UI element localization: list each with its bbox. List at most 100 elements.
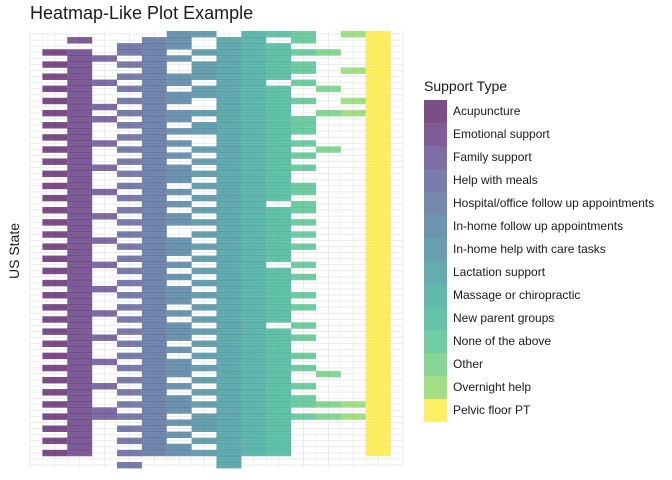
heatmap-cell bbox=[216, 267, 242, 275]
heatmap-cell bbox=[266, 176, 292, 184]
heatmap-cell bbox=[365, 364, 391, 372]
heatmap-cell bbox=[117, 364, 142, 372]
legend-label: Acupuncture bbox=[453, 104, 521, 118]
heatmap-cell bbox=[141, 358, 167, 366]
heatmap-cell bbox=[266, 164, 292, 171]
heatmap-cell bbox=[365, 267, 391, 275]
heatmap-cell bbox=[216, 401, 242, 408]
heatmap-cell bbox=[266, 73, 292, 80]
heatmap-cell bbox=[67, 73, 93, 80]
heatmap-cell bbox=[67, 122, 93, 129]
heatmap-cell bbox=[141, 213, 167, 220]
heatmap-cell bbox=[266, 413, 292, 420]
heatmap-cell bbox=[42, 340, 68, 348]
heatmap-cell bbox=[42, 243, 68, 250]
heatmap-cell bbox=[266, 449, 292, 457]
heatmap-cell bbox=[365, 207, 391, 214]
heatmap-cell bbox=[241, 31, 267, 38]
heatmap-cell bbox=[241, 188, 267, 196]
heatmap-cell bbox=[141, 279, 167, 287]
heatmap-cell bbox=[266, 419, 292, 426]
heatmap-cell bbox=[67, 67, 93, 74]
heatmap-cell bbox=[291, 164, 316, 171]
heatmap-cell bbox=[216, 340, 242, 348]
heatmap-cell bbox=[117, 231, 142, 238]
heatmap-cell bbox=[291, 49, 316, 56]
heatmap-cell bbox=[42, 207, 68, 214]
heatmap-cell bbox=[141, 122, 167, 129]
heatmap-cell bbox=[191, 182, 217, 190]
heatmap-cell bbox=[216, 170, 242, 178]
heatmap-cell bbox=[191, 61, 217, 68]
heatmap-cell bbox=[67, 158, 93, 165]
heatmap-cell bbox=[216, 298, 242, 305]
heatmap-cell bbox=[42, 449, 68, 457]
heatmap-cell bbox=[216, 431, 242, 439]
heatmap-cell bbox=[266, 61, 292, 68]
heatmap-cell bbox=[191, 364, 217, 372]
heatmap-cell bbox=[67, 431, 93, 439]
heatmap-cell bbox=[166, 395, 192, 402]
heatmap-cell bbox=[67, 358, 93, 366]
heatmap-cell bbox=[67, 176, 93, 184]
heatmap-cell bbox=[67, 310, 93, 317]
heatmap-cell bbox=[191, 291, 217, 299]
heatmap-cell bbox=[67, 322, 93, 329]
legend-title: Support Type bbox=[424, 78, 508, 94]
heatmap-cell bbox=[365, 164, 391, 171]
heatmap-cell bbox=[365, 49, 391, 56]
heatmap-cell bbox=[266, 219, 292, 226]
heatmap-cell bbox=[216, 291, 242, 299]
heatmap-cell bbox=[266, 31, 292, 38]
heatmap-cell bbox=[141, 322, 167, 329]
heatmap-cell bbox=[92, 383, 118, 390]
heatmap-cell bbox=[291, 352, 316, 360]
heatmap-cell bbox=[315, 146, 341, 153]
heatmap-cell bbox=[266, 431, 292, 439]
heatmap-cell bbox=[216, 310, 242, 317]
heatmap-cell bbox=[141, 200, 167, 208]
heatmap-cell bbox=[92, 79, 118, 87]
heatmap-cell bbox=[42, 122, 68, 129]
heatmap-cell bbox=[241, 340, 267, 348]
heatmap-cell bbox=[216, 43, 242, 50]
heatmap-cell bbox=[141, 340, 167, 348]
heatmap-cell bbox=[166, 407, 192, 414]
heatmap-cell bbox=[340, 67, 366, 74]
heatmap-cell bbox=[365, 188, 391, 196]
heatmap-cell bbox=[117, 279, 142, 287]
heatmap-cell bbox=[216, 79, 242, 87]
heatmap-cell bbox=[315, 109, 341, 117]
heatmap-cell bbox=[365, 383, 391, 390]
heatmap-cell bbox=[216, 455, 242, 463]
heatmap-cell bbox=[67, 328, 93, 335]
legend-key bbox=[424, 376, 447, 399]
heatmap-cell bbox=[166, 164, 192, 171]
legend-key bbox=[424, 215, 447, 238]
heatmap-cell bbox=[241, 449, 267, 457]
heatmap-cell bbox=[67, 152, 93, 159]
heatmap-cell bbox=[92, 140, 118, 147]
heatmap-cell bbox=[117, 376, 142, 384]
heatmap-cell bbox=[291, 207, 316, 214]
heatmap-cell bbox=[141, 316, 167, 323]
heatmap-cell bbox=[141, 43, 167, 50]
heatmap-cell bbox=[141, 79, 167, 87]
heatmap-cell bbox=[42, 328, 68, 335]
heatmap-cell bbox=[166, 140, 192, 147]
heatmap-cell bbox=[365, 67, 391, 74]
heatmap-cell bbox=[117, 182, 142, 190]
heatmap-cell bbox=[216, 61, 242, 68]
heatmap-cell bbox=[166, 328, 192, 335]
heatmap-cell bbox=[67, 79, 93, 87]
heatmap-cell bbox=[141, 304, 167, 311]
heatmap-cell bbox=[216, 194, 242, 202]
heatmap-cell bbox=[241, 334, 267, 341]
heatmap-cell bbox=[216, 364, 242, 372]
heatmap-cell bbox=[216, 449, 242, 457]
heatmap-cell bbox=[141, 128, 167, 135]
heatmap-cell bbox=[266, 146, 292, 153]
heatmap-cell bbox=[67, 243, 93, 250]
heatmap-cell bbox=[117, 413, 142, 420]
heatmap-cell bbox=[291, 231, 316, 238]
